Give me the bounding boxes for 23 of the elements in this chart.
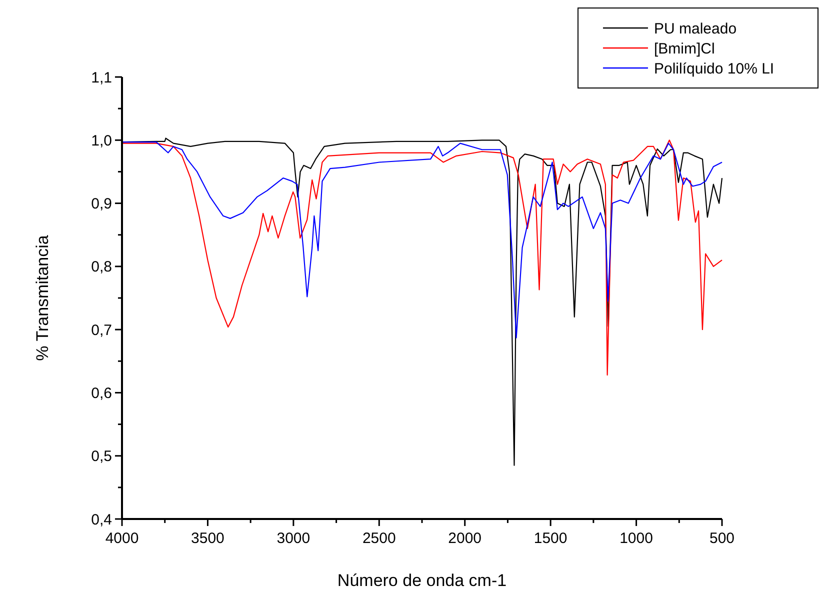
y-tick-label: 0,4 — [91, 511, 112, 528]
x-tick-label: 1000 — [620, 530, 653, 547]
y-tick-label: 0,9 — [91, 196, 112, 213]
x-tick-label: 3000 — [276, 530, 310, 547]
legend-label: Polilíquido 10% LI — [654, 60, 774, 78]
y-axis-title: % Transmitancia — [33, 234, 52, 361]
legend-label: PU maleado — [654, 20, 737, 38]
y-tick-label: 0,7 — [91, 322, 112, 339]
x-tick-label: 500 — [709, 530, 735, 547]
line-series — [121, 141, 723, 338]
x-tick-label: 2000 — [448, 530, 482, 547]
y-tick-label: 1,1 — [91, 69, 112, 86]
y-tick-label: 0,6 — [91, 384, 112, 402]
x-tick-label: 4000 — [105, 530, 139, 547]
legend-label: [Bmim]Cl — [654, 40, 715, 58]
x-tick-label: 2500 — [362, 530, 396, 547]
x-tick-label: 1500 — [534, 530, 568, 547]
line-series — [121, 140, 723, 376]
x-axis-title: Número de onda cm-1 — [337, 571, 507, 590]
y-tick-label: 0,8 — [91, 258, 112, 276]
y-tick-label: 1,0 — [91, 132, 112, 150]
y-tick-label: 0,5 — [91, 448, 112, 466]
x-tick-label: 3500 — [191, 530, 224, 547]
